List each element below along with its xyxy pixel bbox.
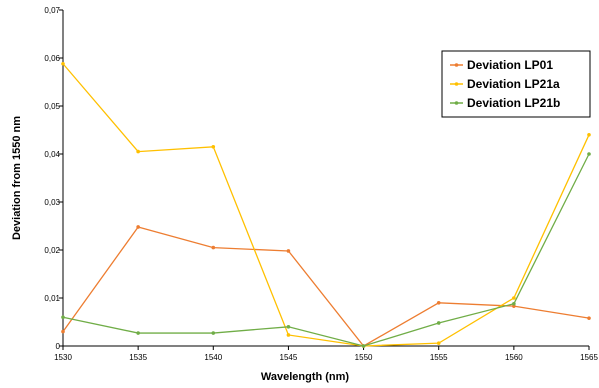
legend-marker bbox=[454, 82, 459, 86]
legend-label: Deviation LP21a bbox=[467, 77, 560, 91]
series-line bbox=[62, 153, 590, 347]
data-point bbox=[436, 301, 441, 305]
data-point bbox=[61, 315, 65, 320]
chart-ticks: 0 0,01 0,02 0,03 0,04 0,05 0,06 0,07 1530 1535 154… bbox=[44, 6, 598, 362]
x-tick-label: 1555 bbox=[430, 353, 448, 362]
data-point bbox=[211, 245, 216, 250]
x-axis-label: Wavelength (nm) bbox=[261, 371, 350, 383]
y-tick-label: 0,06 bbox=[44, 54, 60, 63]
data-point bbox=[587, 316, 591, 320]
data-point bbox=[587, 152, 591, 156]
y-tick-label: 0,05 bbox=[44, 102, 60, 111]
y-tick-label: 0,01 bbox=[44, 294, 60, 303]
data-point bbox=[512, 296, 516, 300]
x-tick-label: 1550 bbox=[355, 353, 373, 362]
data-point bbox=[436, 341, 441, 345]
series-line bbox=[62, 63, 590, 347]
y-tick-label: 0,02 bbox=[44, 246, 60, 255]
data-point bbox=[136, 331, 140, 335]
data-point bbox=[61, 329, 65, 334]
y-tick-label: 0,07 bbox=[44, 6, 60, 15]
x-tick-label: 1560 bbox=[505, 353, 523, 362]
data-point bbox=[211, 331, 216, 335]
legend-marker bbox=[454, 63, 459, 67]
data-point bbox=[61, 61, 65, 66]
x-tick-label: 1535 bbox=[129, 353, 147, 362]
data-point bbox=[136, 225, 140, 229]
legend-label: Deviation LP01 bbox=[467, 58, 553, 72]
data-point bbox=[587, 133, 591, 137]
data-point bbox=[211, 145, 216, 149]
data-point bbox=[361, 344, 366, 348]
x-tick-label: 1565 bbox=[580, 353, 598, 362]
data-point bbox=[512, 301, 516, 306]
x-tick-label: 1540 bbox=[204, 353, 222, 362]
chart-series bbox=[61, 61, 591, 348]
data-point bbox=[286, 325, 291, 329]
y-axis-label: Deviation from 1550 nm bbox=[11, 116, 23, 240]
series-line bbox=[62, 226, 590, 347]
data-point bbox=[436, 321, 441, 325]
data-point bbox=[286, 249, 291, 253]
x-tick-label: 1545 bbox=[280, 353, 298, 362]
x-tick-label: 1530 bbox=[54, 353, 72, 362]
y-tick-label: 0 bbox=[56, 342, 61, 351]
y-tick-label: 0,03 bbox=[44, 198, 60, 207]
legend-label: Deviation LP21b bbox=[467, 96, 560, 110]
data-point bbox=[286, 333, 291, 337]
data-point bbox=[136, 149, 140, 154]
y-tick-label: 0,04 bbox=[44, 150, 60, 159]
chart-axes bbox=[62, 10, 589, 347]
legend: Deviation LP01 Deviation LP21a Deviation L… bbox=[441, 50, 591, 118]
legend-box bbox=[441, 50, 591, 118]
legend-marker bbox=[454, 101, 459, 105]
